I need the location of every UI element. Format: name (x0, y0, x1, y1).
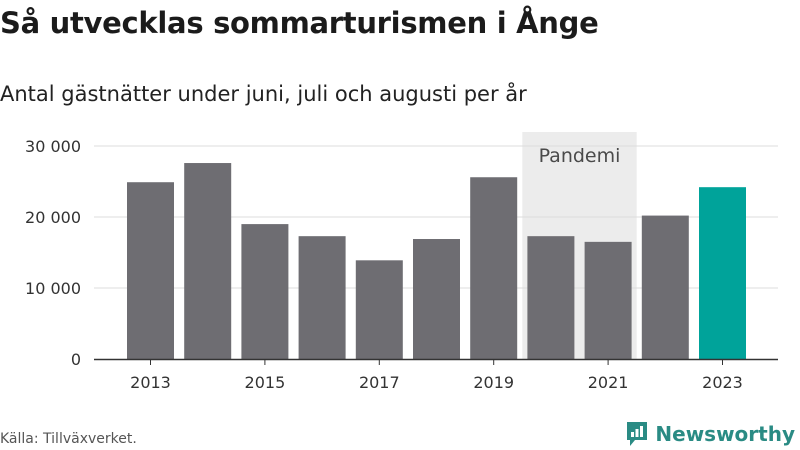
bar-2018 (413, 239, 460, 359)
y-tick-label: 0 (71, 350, 81, 369)
pandemic-label: Pandemi (539, 145, 621, 167)
x-tick-label: 2021 (588, 373, 629, 392)
x-tick-label: 2015 (245, 373, 286, 392)
brand-name: Newsworthy (655, 422, 795, 446)
bar-2013 (127, 182, 174, 359)
chart-title: Så utvecklas sommarturismen i Ånge (0, 6, 599, 40)
bar-2022 (641, 215, 689, 359)
bar-2017 (355, 260, 403, 359)
x-tick-label: 2023 (702, 373, 743, 392)
bar-2014 (184, 163, 232, 359)
x-tick-label: 2017 (359, 373, 400, 392)
bar-2023 (699, 187, 746, 359)
bar-2015 (241, 224, 289, 359)
x-tick-label: 2019 (473, 373, 514, 392)
newsworthy-logo-icon (627, 422, 648, 446)
x-tick-label: 2013 (130, 373, 171, 392)
bar-2021 (584, 241, 632, 359)
brand-logo: Newsworthy (625, 420, 795, 448)
bar-2016 (298, 236, 346, 359)
chart-subtitle: Antal gästnätter under juni, juli och au… (0, 82, 527, 106)
bar-2019 (470, 177, 518, 359)
y-tick-label: 10 000 (25, 279, 81, 298)
source-note: Källa: Tillväxverket. (0, 431, 137, 447)
y-tick-label: 20 000 (25, 208, 81, 227)
y-tick-label: 30 000 (25, 137, 81, 156)
bar-2020 (527, 236, 575, 359)
